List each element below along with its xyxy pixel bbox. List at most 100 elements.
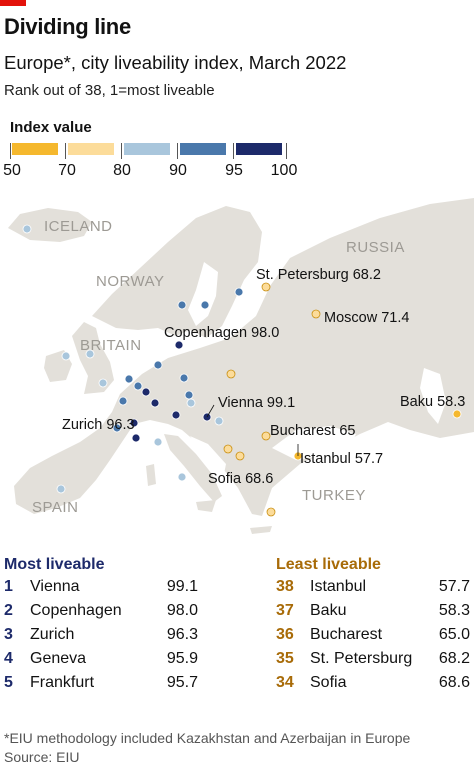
city-dot-manchester [98, 378, 108, 388]
sicily-land [196, 500, 216, 512]
britain-land [72, 322, 114, 394]
city-name: St. Petersburg [310, 650, 413, 667]
brand-bar [0, 0, 26, 6]
legend-bin-90-95 [180, 143, 226, 155]
rank-number: 1 [4, 578, 13, 595]
city-name: Sofia [310, 674, 347, 691]
index-value: 95.9 [166, 650, 198, 667]
country-label-turkey: TURKEY [302, 487, 366, 504]
footnote: *EIU methodology included Kazakhstan and… [4, 730, 411, 746]
legend-tick [177, 143, 178, 159]
rank-number: 34 [276, 674, 294, 691]
most-liveable-heading: Most liveable [4, 556, 105, 573]
index-value: 58.3 [438, 602, 470, 619]
table-row: 38 Istanbul 57.7 [276, 578, 470, 600]
chart-subtitle: Europe*, city liveability index, March 2… [4, 52, 347, 73]
least-liveable-heading: Least liveable [276, 556, 381, 573]
baltic-sea [188, 262, 218, 326]
city-dot-stockholm [234, 287, 244, 297]
city-dot-munich [171, 410, 181, 420]
city-dot-athens [266, 507, 276, 517]
legend-label-50: 50 [3, 162, 21, 179]
caspian-sea [420, 368, 446, 424]
city-dot-goteborg [200, 300, 210, 310]
index-value: 95.7 [166, 674, 198, 691]
country-label-britain: BRITAIN [80, 337, 142, 354]
city-dot-oslo [177, 300, 187, 310]
city-dot-baku [452, 409, 462, 419]
table-row: 1 Vienna 99.1 [4, 578, 198, 600]
legend-bin-80-90 [124, 143, 170, 155]
legend-bin-50-70 [12, 143, 58, 155]
callout-istanbul: Istanbul 57.7 [300, 451, 383, 467]
table-row: 5 Frankfurt 95.7 [4, 674, 198, 696]
city-name: Bucharest [310, 626, 383, 643]
legend-tick [65, 143, 66, 159]
legend-bin-95-100 [236, 143, 282, 155]
country-label-spain: SPAIN [32, 499, 78, 516]
city-dot-reykjavik [22, 224, 32, 234]
table-row: 35 St. Petersburg 68.2 [276, 650, 470, 672]
black-sea [272, 426, 356, 460]
index-value: 65.0 [438, 626, 470, 643]
city-dot-hamburg [179, 373, 189, 383]
source-note: Source: EIU [4, 749, 80, 765]
table-row: 2 Copenhagen 98.0 [4, 602, 198, 624]
city-dots [22, 224, 462, 517]
callout-sofia: Sofia 68.6 [208, 471, 273, 487]
city-dot-geneva [112, 423, 122, 433]
city-dot-dusseldorf [141, 387, 151, 397]
legend-bin-70-80 [68, 143, 114, 155]
iceland-land [8, 208, 92, 242]
chart-title: Dividing line [4, 14, 131, 39]
city-dot-moscow [311, 309, 321, 319]
city-name: Copenhagen [30, 602, 122, 619]
legend-label-90: 90 [169, 162, 187, 179]
city-dot-dublin [61, 351, 71, 361]
callout-st-petersburg: St. Petersburg 68.2 [256, 267, 381, 283]
legend-tick [286, 143, 287, 159]
index-value: 68.6 [438, 674, 470, 691]
city-dot-madrid [56, 484, 66, 494]
city-dot-warsaw [226, 369, 236, 379]
city-name: Geneva [30, 650, 87, 667]
city-name: Frankfurt [30, 674, 95, 691]
legend-label-95: 95 [225, 162, 243, 179]
city-dot-bucharest [261, 431, 271, 441]
city-name: Vienna [30, 578, 80, 595]
table-row: 3 Zurich 96.3 [4, 626, 198, 648]
callout-bucharest: Bucharest 65 [270, 423, 355, 439]
country-label-iceland: ICELAND [44, 218, 113, 235]
rank-number: 35 [276, 650, 294, 667]
rank-number: 3 [4, 626, 13, 643]
rank-number: 2 [4, 602, 13, 619]
europe-map: ICELAND RUSSIA NORWAY BRITAIN TURKEY SPA… [0, 198, 474, 540]
callout-baku: Baku 58.3 [400, 394, 465, 410]
legend-title: Index value [10, 119, 92, 136]
city-dot-edinburgh [85, 349, 95, 359]
crete-land [250, 526, 272, 534]
legend-tick [121, 143, 122, 159]
chart-note: Rank out of 38, 1=most liveable [4, 82, 215, 99]
index-value: 68.2 [438, 650, 470, 667]
adriatic-sea [190, 436, 226, 474]
city-name: Zurich [30, 626, 75, 643]
legend-label-70: 70 [58, 162, 76, 179]
leader-line-vienna [206, 404, 215, 418]
callout-zurich: Zurich 96.3 [62, 417, 135, 433]
scandinavia-land [92, 206, 262, 338]
rank-number: 37 [276, 602, 294, 619]
rank-number: 36 [276, 626, 294, 643]
city-dot-lyon [153, 437, 163, 447]
city-dot-milan [131, 433, 141, 443]
city-dot-zurich [129, 418, 139, 428]
city-dot-copenhagen [174, 340, 184, 350]
callout-moscow: Moscow 71.4 [324, 310, 409, 326]
city-name: Istanbul [310, 578, 367, 595]
legend-tick [233, 143, 234, 159]
rank-number: 4 [4, 650, 13, 667]
legend-label-80: 80 [113, 162, 131, 179]
italy-land [164, 434, 222, 502]
table-row: 37 Baku 58.3 [276, 602, 470, 624]
city-dot-amsterdam [153, 360, 163, 370]
